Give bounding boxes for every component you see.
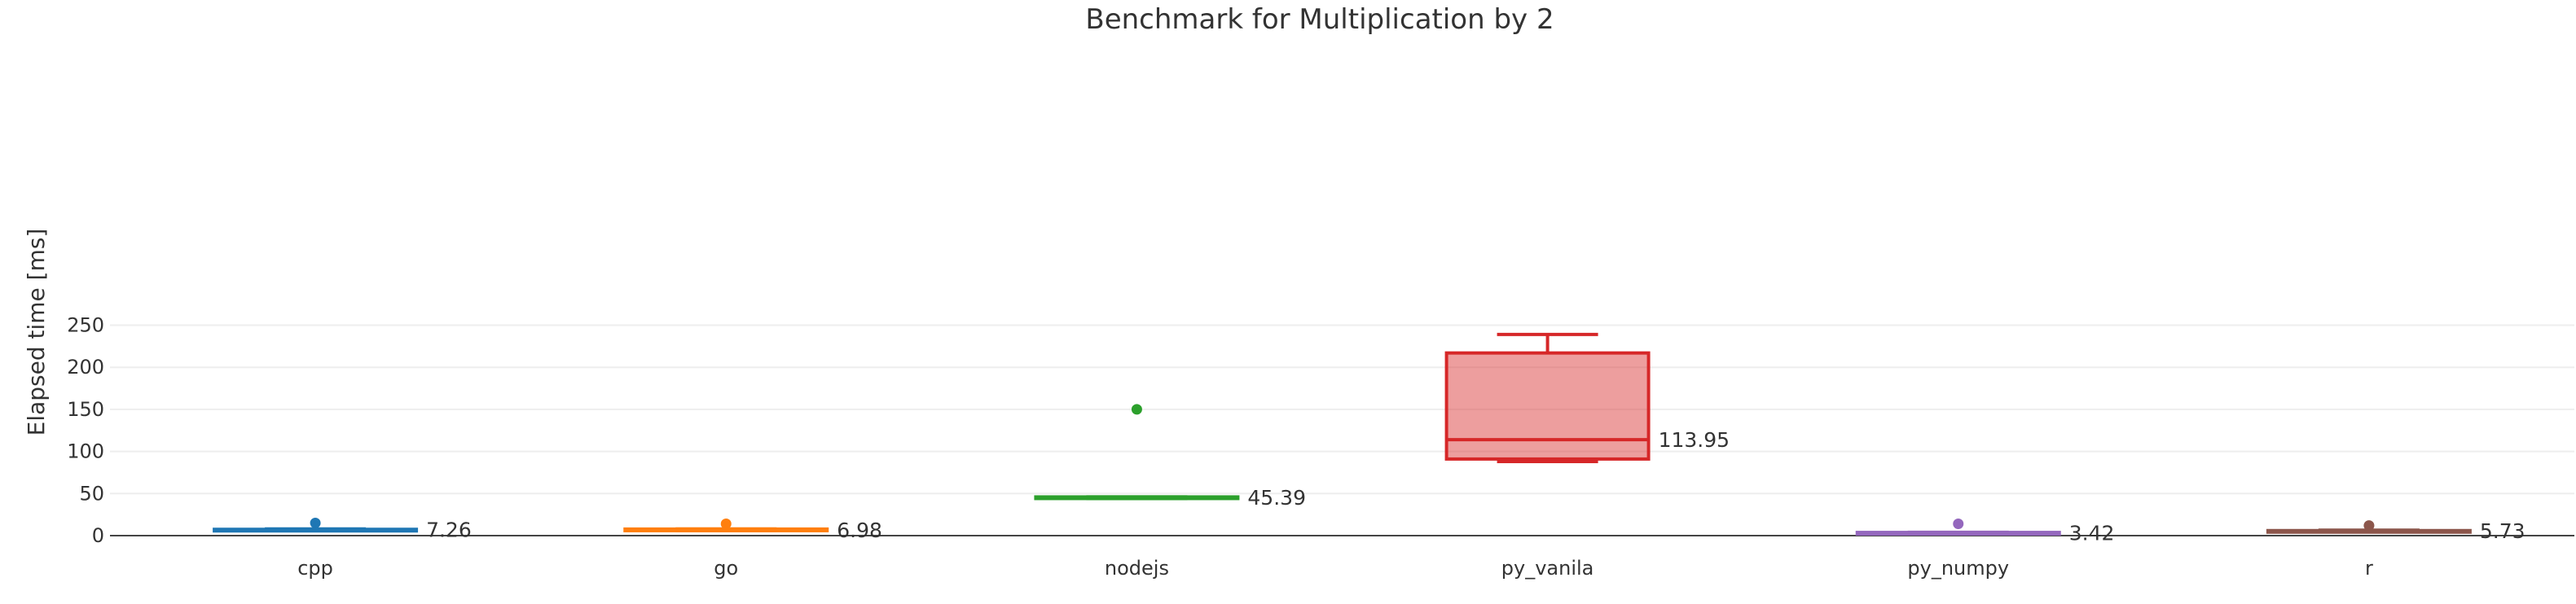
y-tick-label: 0 bbox=[92, 524, 104, 547]
box-go: 6.98 bbox=[623, 519, 882, 542]
median-label: 113.95 bbox=[1659, 428, 1730, 452]
median-label: 45.39 bbox=[1247, 486, 1306, 510]
outlier-point bbox=[1953, 519, 1964, 530]
outlier-point bbox=[720, 519, 732, 530]
box-py_numpy: 3.42 bbox=[1855, 519, 2115, 545]
median-label: 3.42 bbox=[2069, 521, 2115, 545]
median-label: 6.98 bbox=[837, 519, 882, 542]
y-tick-label: 150 bbox=[67, 398, 104, 421]
y-tick-label: 100 bbox=[67, 440, 104, 463]
box-cpp: 7.26 bbox=[213, 517, 472, 541]
y-tick-label: 250 bbox=[67, 314, 104, 337]
median-label: 7.26 bbox=[426, 518, 472, 541]
y-tick-label: 200 bbox=[67, 356, 104, 379]
gridlines bbox=[110, 324, 2574, 536]
outlier-point bbox=[310, 517, 321, 528]
boxes: 7.26 6.98 45.39 113.95 3.42 5.73 bbox=[213, 332, 2525, 545]
box-py_vanila: 113.95 bbox=[1444, 332, 1730, 464]
outlier-point bbox=[2363, 520, 2375, 532]
x-tick-label: nodejs bbox=[1105, 557, 1169, 580]
x-tick-label: r bbox=[2365, 557, 2373, 580]
y-axis-ticks: 0 50 100 150 200 250 bbox=[67, 314, 104, 548]
box-r: 5.73 bbox=[2266, 519, 2525, 543]
x-tick-label: py_vanila bbox=[1501, 557, 1594, 580]
x-tick-label: py_numpy bbox=[1907, 557, 2009, 580]
y-tick-label: 50 bbox=[79, 482, 104, 505]
median-label: 5.73 bbox=[2480, 519, 2525, 543]
y-axis-title: Elapsed time [ms] bbox=[23, 229, 50, 436]
x-axis-ticks: cpp go nodejs py_vanila py_numpy r bbox=[297, 557, 2373, 580]
box-nodejs: 45.39 bbox=[1034, 404, 1306, 510]
outlier-point bbox=[1131, 404, 1142, 415]
chart-title: Benchmark for Multiplication by 2 bbox=[1085, 3, 1554, 36]
x-tick-label: cpp bbox=[297, 557, 333, 580]
iqr-box bbox=[1444, 351, 1651, 461]
x-tick-label: go bbox=[714, 557, 738, 580]
